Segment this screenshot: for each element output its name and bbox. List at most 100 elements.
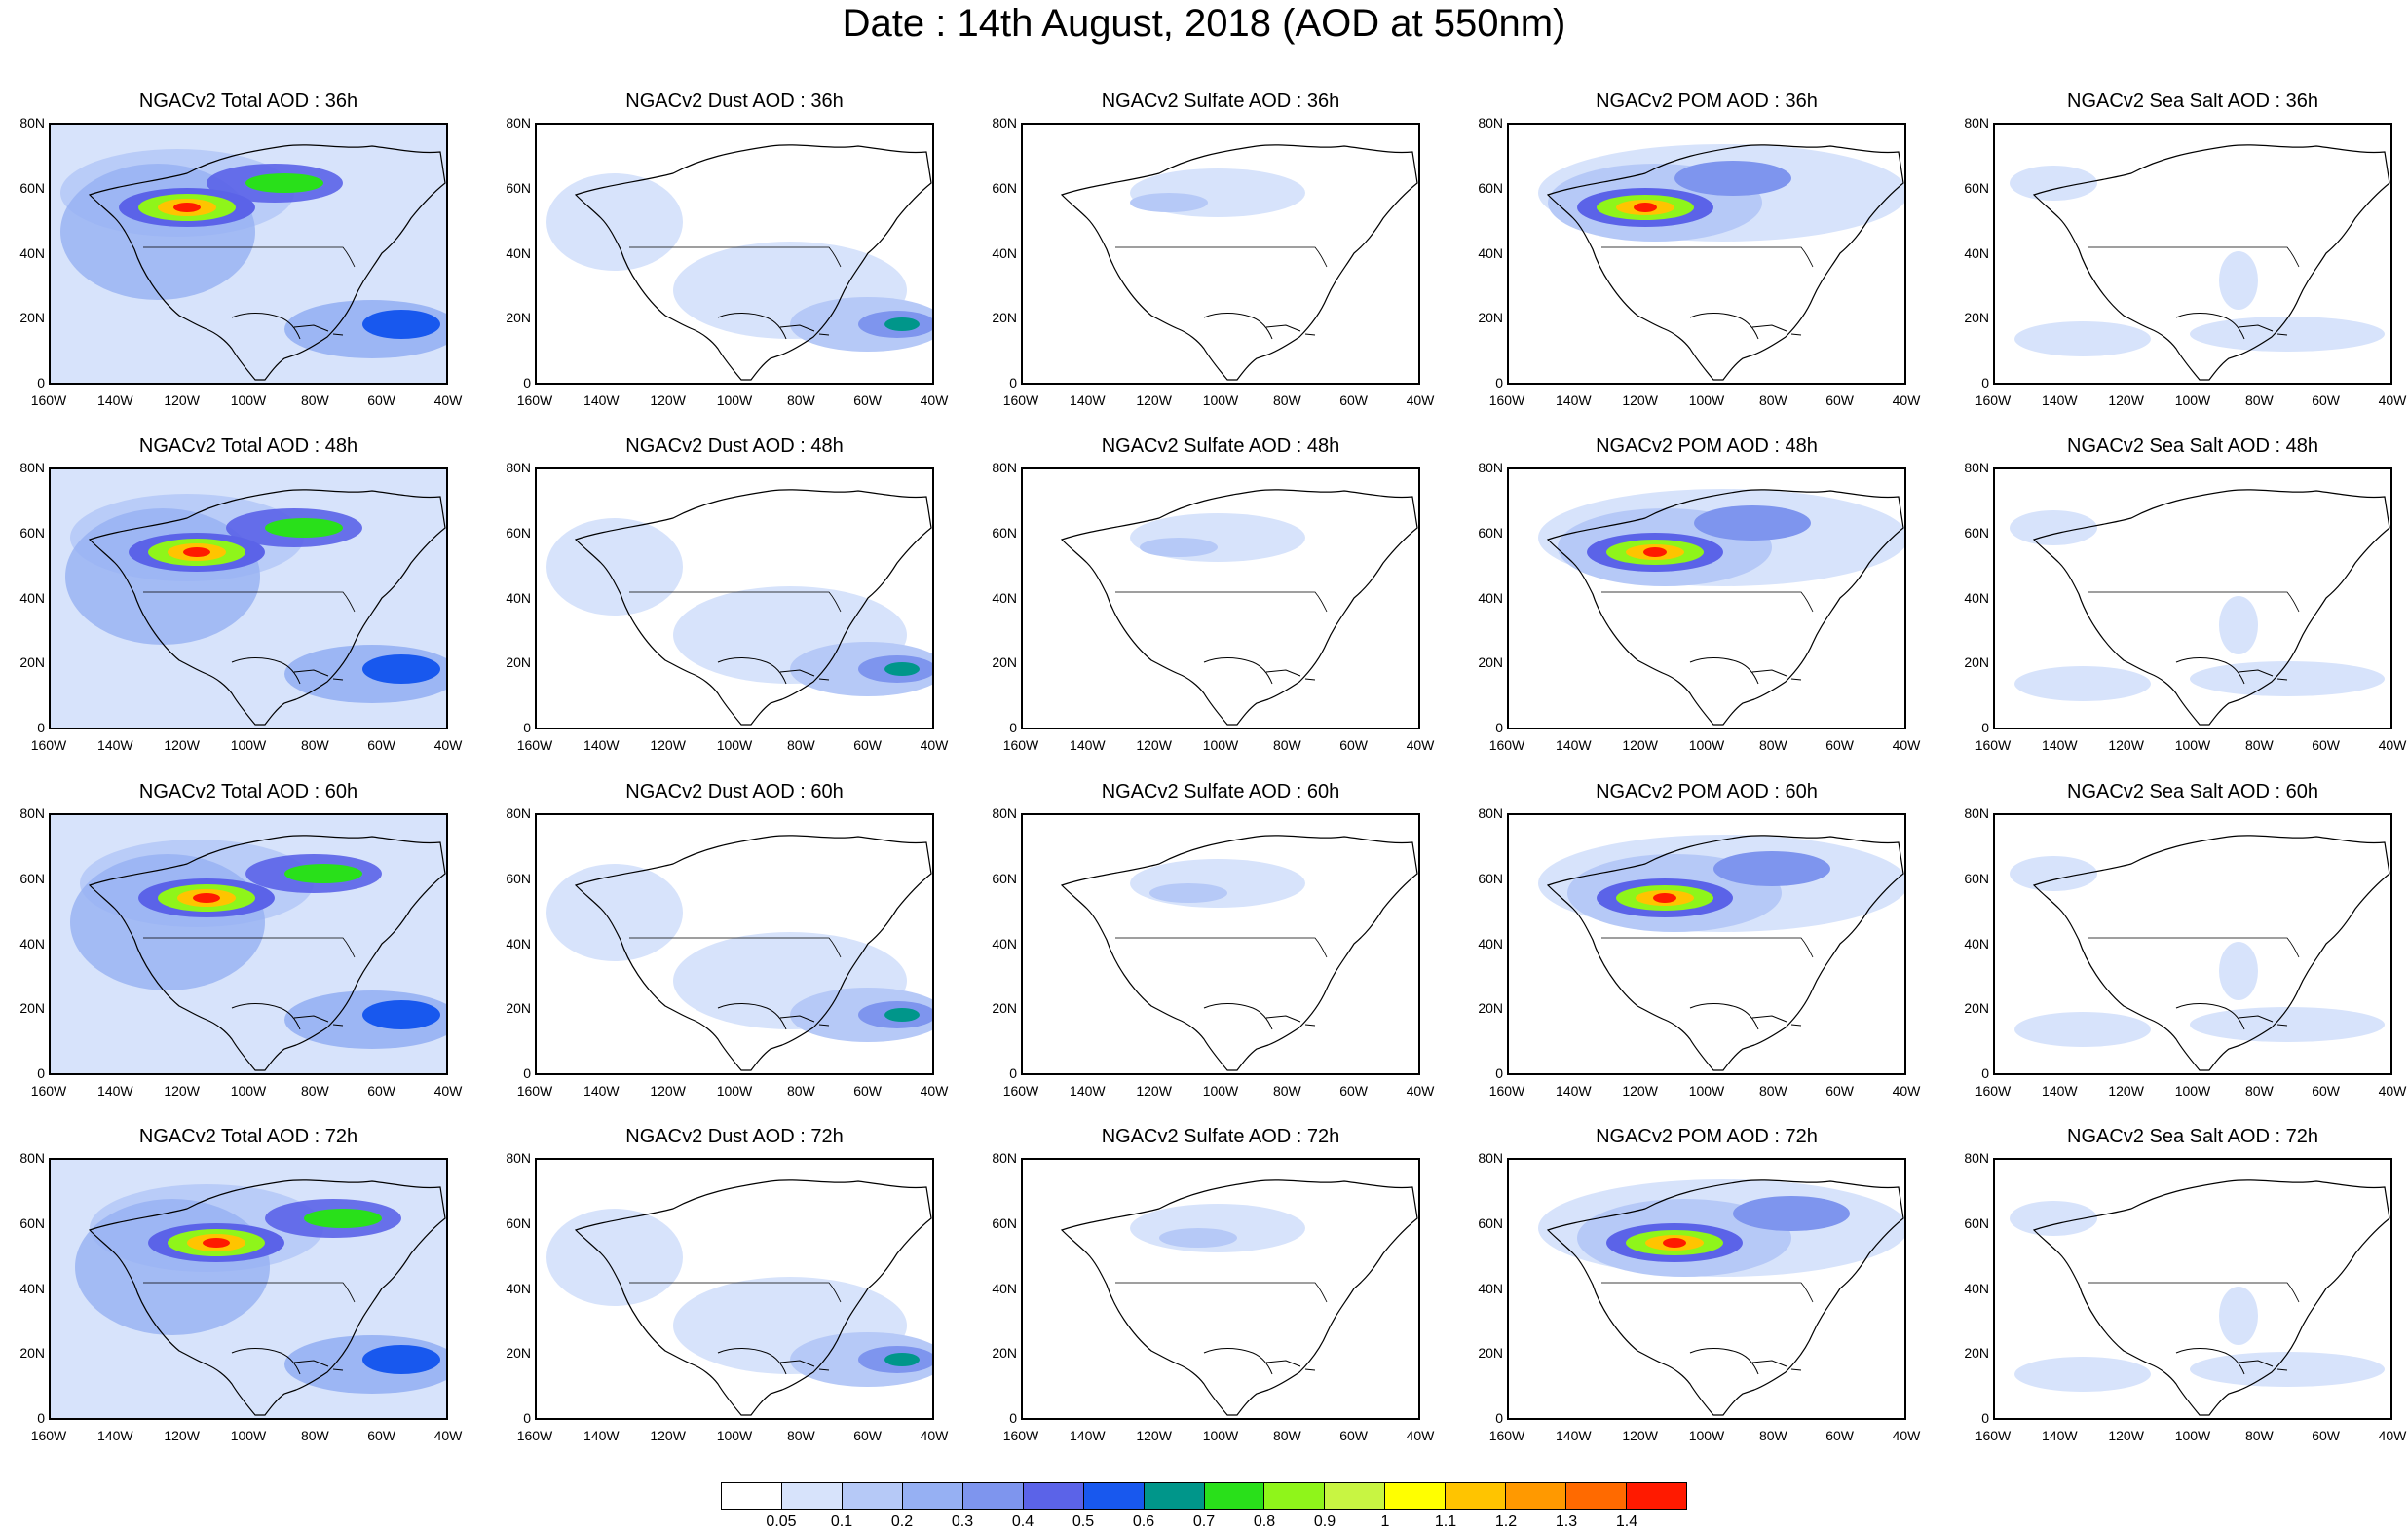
national-border [1601, 937, 1814, 958]
lon-tick-label: 100W [2174, 1083, 2211, 1099]
lon-tick-label: 160W [1002, 392, 1039, 408]
caribbean-islands [2238, 1015, 2288, 1027]
lon-tick-label: 100W [716, 1083, 753, 1099]
lon-tick-label: 60W [367, 1428, 396, 1443]
map-panel-total-72h [49, 1158, 448, 1420]
aod-field [2010, 856, 2385, 1047]
lat-tick-label: 60N [1964, 870, 1989, 886]
lon-tick-label: 160W [1488, 1428, 1525, 1443]
colorbar-label: 0.3 [951, 1513, 974, 1530]
lon-tick-label: 80W [1272, 392, 1301, 408]
caribbean-islands [293, 324, 344, 336]
colorbar-swatch [902, 1483, 963, 1509]
lon-tick-label: 60W [1339, 737, 1369, 753]
national-border [629, 246, 842, 268]
gulf-coast [1689, 1003, 1759, 1030]
map-panel-sulfate-36h [1021, 123, 1420, 385]
caribbean-islands [2238, 669, 2288, 681]
lat-tick-label: 40N [19, 935, 45, 952]
lat-tick-label: 80N [506, 460, 531, 475]
lon-tick-label: 60W [367, 392, 396, 408]
colorbar-label: 0.8 [1253, 1513, 1276, 1530]
panel-title: NGACv2 Sea Salt AOD : 60h [2067, 781, 2318, 803]
caribbean-islands [1265, 1015, 1316, 1027]
aod-map [1060, 144, 1418, 381]
lon-tick-label: 140W [583, 392, 620, 408]
lon-tick-label: 120W [164, 392, 200, 408]
map-panel-pom-60h [1507, 813, 1906, 1075]
lat-tick-label: 20N [992, 1345, 1017, 1362]
lon-tick-label: 40W [1892, 392, 1921, 408]
lon-tick-label: 40W [1406, 1083, 1435, 1099]
lon-tick-label: 140W [583, 1428, 620, 1443]
lon-tick-label: 40W [920, 737, 949, 753]
lat-tick-label: 0 [37, 375, 45, 391]
lat-tick-label: 20N [992, 310, 1017, 326]
lat-tick-label: 40N [992, 935, 1017, 952]
lon-tick-label: 60W [1339, 1428, 1369, 1443]
lon-tick-label: 80W [1272, 737, 1301, 753]
map-panel-total-60h [49, 813, 448, 1075]
aod-map [1538, 1179, 1904, 1416]
lon-tick-label: 120W [650, 1428, 686, 1443]
lon-tick-label: 60W [2312, 392, 2341, 408]
lon-tick-label: 80W [1272, 1428, 1301, 1443]
caribbean-islands [779, 669, 830, 681]
map-panel-seasalt-48h [1993, 467, 2392, 729]
lat-tick-label: 40N [506, 589, 531, 606]
lon-tick-label: 60W [2312, 1083, 2341, 1099]
lat-tick-label: 20N [19, 1000, 45, 1017]
lon-tick-label: 100W [1202, 737, 1239, 753]
lat-tick-label: 20N [1478, 1345, 1503, 1362]
gulf-coast [717, 657, 787, 685]
lon-tick-label: 160W [30, 1428, 67, 1443]
lon-tick-label: 40W [433, 1083, 463, 1099]
colorbar-swatch [842, 1483, 903, 1509]
caribbean-islands [1265, 324, 1316, 336]
coastline [574, 144, 932, 381]
caribbean-islands [1751, 1360, 1802, 1371]
lon-tick-label: 100W [716, 737, 753, 753]
aod-map [2010, 144, 2390, 381]
aod-map [1538, 835, 1904, 1071]
gulf-coast [231, 657, 301, 685]
lon-tick-label: 120W [1136, 392, 1172, 408]
figure-title: Date : 14th August, 2018 (AOD at 550nm) [842, 2, 1566, 45]
aod-field [1130, 513, 1305, 562]
lat-tick-label: 20N [1964, 654, 1989, 671]
colorbar-label: 0.6 [1132, 1513, 1155, 1530]
lon-tick-label: 140W [1070, 392, 1106, 408]
colorbar-swatch [1566, 1483, 1628, 1509]
lon-tick-label: 140W [1070, 737, 1106, 753]
national-border [143, 246, 356, 268]
lon-tick-label: 100W [1688, 1083, 1725, 1099]
caribbean-islands [293, 669, 344, 681]
national-border [2088, 1282, 2300, 1303]
lat-tick-label: 60N [992, 524, 1017, 541]
coastline [88, 1179, 446, 1416]
lon-tick-label: 140W [2042, 737, 2078, 753]
lon-tick-label: 140W [97, 1083, 133, 1099]
lat-tick-label: 60N [1964, 1214, 1989, 1231]
lon-tick-label: 60W [1825, 737, 1855, 753]
lon-tick-label: 120W [2108, 1083, 2144, 1099]
lon-tick-label: 60W [1825, 1083, 1855, 1099]
lat-tick-label: 20N [992, 1000, 1017, 1017]
lat-tick-label: 80N [506, 805, 531, 821]
lon-tick-label: 140W [97, 1428, 133, 1443]
colorbar-label: 0.4 [1011, 1513, 1035, 1530]
national-border [629, 1282, 842, 1303]
lat-tick-label: 80N [992, 1150, 1017, 1166]
coastline [1546, 489, 1904, 726]
national-border [1115, 246, 1328, 268]
lat-tick-label: 0 [1009, 375, 1017, 391]
coastline [88, 144, 446, 381]
national-border [1115, 937, 1328, 958]
lon-tick-label: 100W [2174, 392, 2211, 408]
lat-tick-label: 0 [1009, 1410, 1017, 1426]
aod-map [1538, 489, 1904, 726]
lon-tick-label: 40W [1892, 1083, 1921, 1099]
lon-tick-label: 60W [853, 1428, 883, 1443]
lon-tick-label: 100W [2174, 1428, 2211, 1443]
gulf-coast [231, 1348, 301, 1375]
